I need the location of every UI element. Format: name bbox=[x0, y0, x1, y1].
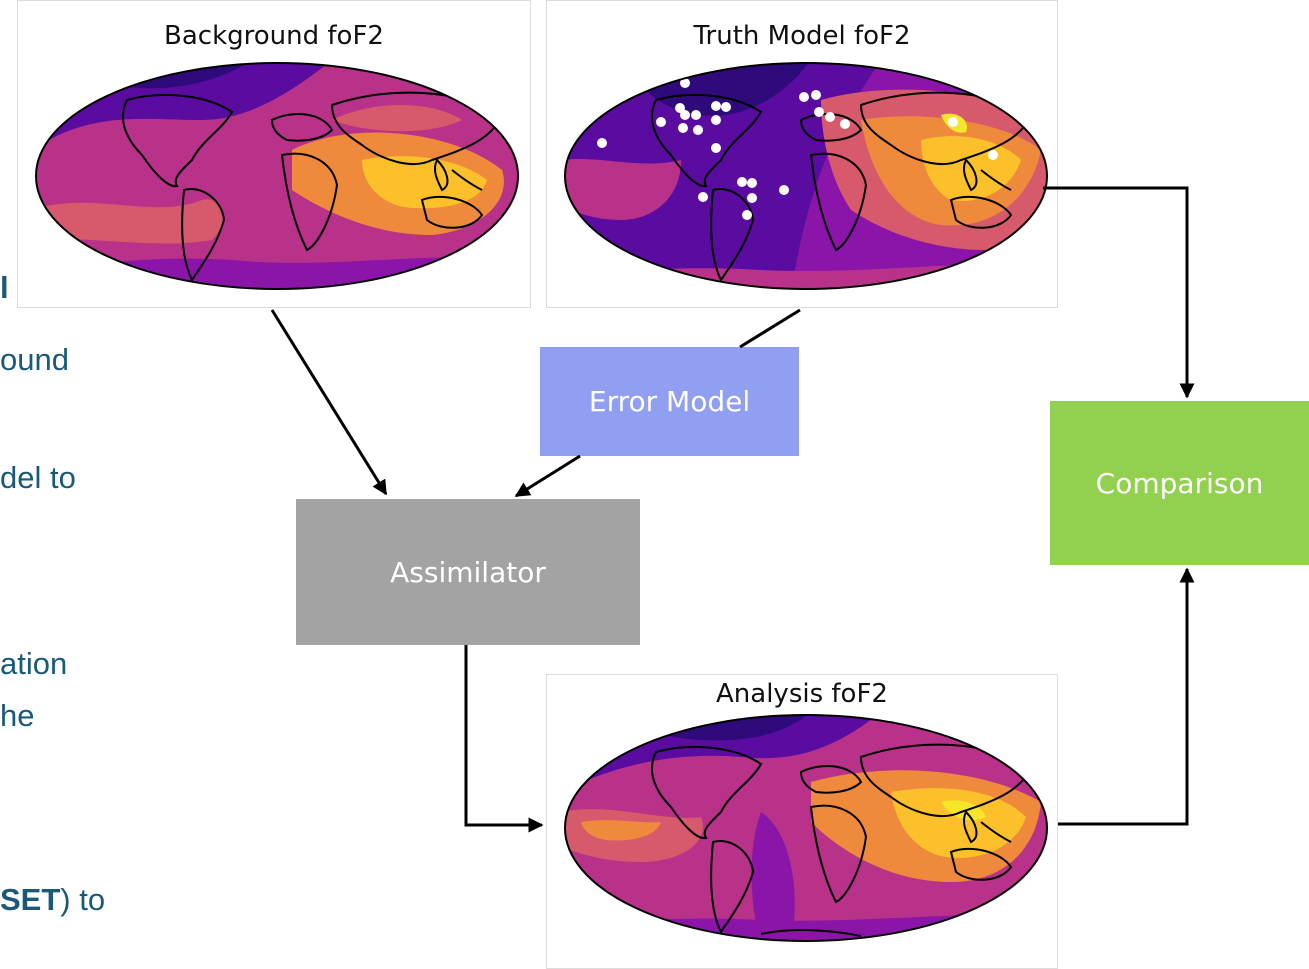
arrow-analysis-to-comparison bbox=[1058, 567, 1195, 826]
sidebar-text-line-3-text: del to bbox=[0, 460, 76, 495]
line-truth-to-error-model bbox=[739, 308, 801, 349]
arrow-error-model-to-assimilator bbox=[514, 454, 581, 498]
sidebar-text-line-5: he bbox=[0, 700, 34, 731]
analysis-map-title: Analysis foF2 bbox=[716, 679, 888, 709]
sidebar-text-line-5-text: he bbox=[0, 698, 35, 733]
arrow-background-to-assimilator bbox=[270, 309, 388, 496]
sidebar-text-line-6-suffix: ) to bbox=[60, 882, 106, 917]
sidebar-text-line-1-bold: l bbox=[0, 270, 9, 305]
assimilator-label: Assimilator bbox=[390, 555, 546, 589]
background-map bbox=[35, 62, 519, 290]
error-model-box: Error Model bbox=[540, 347, 799, 456]
background-map-title: Background foF2 bbox=[164, 21, 384, 51]
error-model-label: Error Model bbox=[588, 385, 751, 418]
arrow-truth-to-comparison bbox=[1043, 186, 1195, 399]
assimilator-box: Assimilator bbox=[296, 499, 640, 645]
comparison-box: Comparison bbox=[1050, 401, 1309, 565]
sidebar-text-line-4: ation bbox=[0, 648, 67, 679]
truth-map-title: Truth Model foF2 bbox=[693, 21, 911, 51]
truth-map bbox=[564, 62, 1048, 290]
sidebar-text-line-6-bold: SET bbox=[0, 882, 61, 917]
comparison-label: Comparison bbox=[1095, 466, 1264, 500]
sidebar-text-line-2: ound bbox=[0, 344, 69, 375]
sidebar-text-line-2-text: ound bbox=[0, 342, 69, 377]
sidebar-text-line-6: SET) to bbox=[0, 884, 105, 915]
arrow-assimilator-to-analysis bbox=[464, 645, 544, 833]
sidebar-text-line-4-text: ation bbox=[0, 646, 68, 681]
sidebar-text-line-1: l bbox=[0, 272, 9, 303]
observation-points bbox=[597, 78, 998, 220]
analysis-map bbox=[564, 714, 1048, 942]
sidebar-text-line-3: del to bbox=[0, 462, 76, 493]
